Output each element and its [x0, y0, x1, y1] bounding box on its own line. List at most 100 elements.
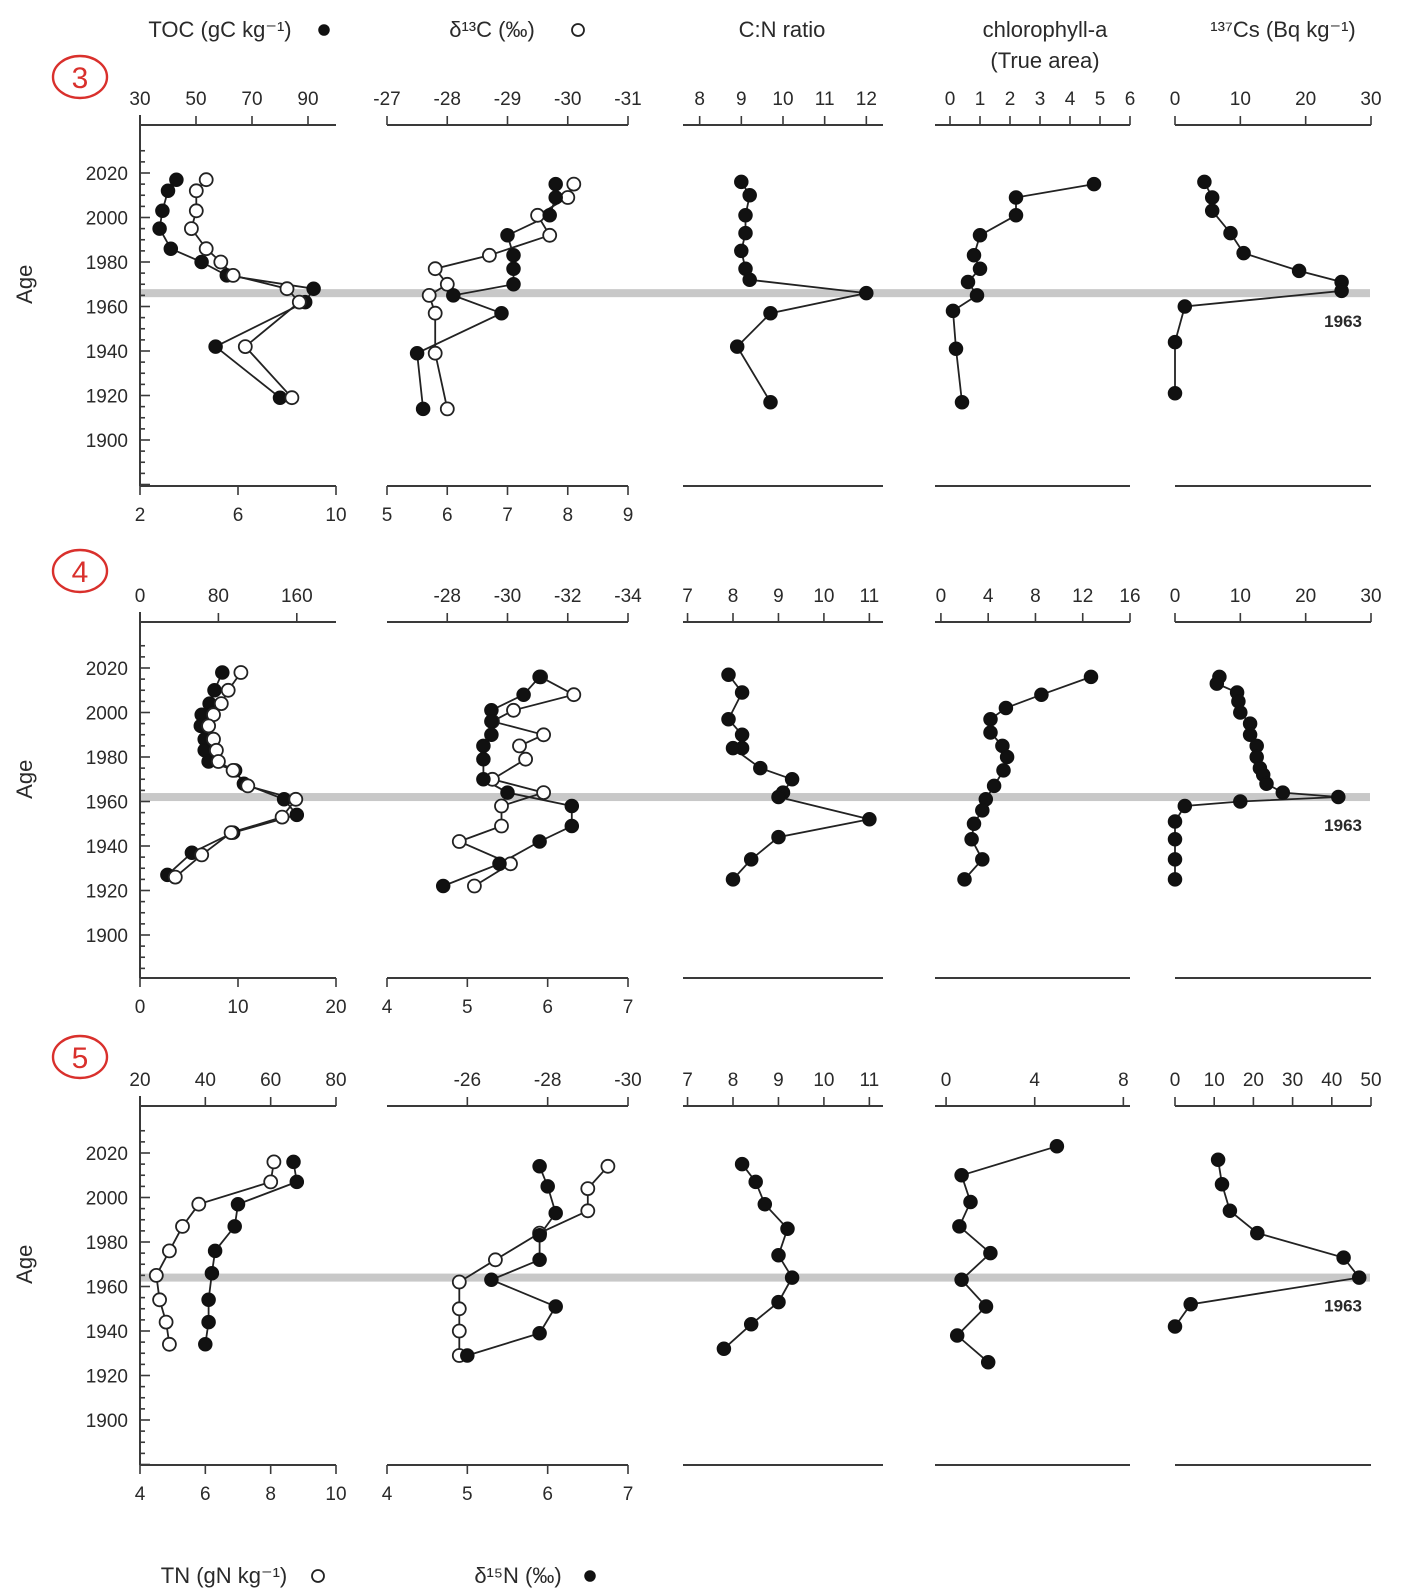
data-point-15n: [484, 727, 499, 743]
data-point-15n: [548, 190, 563, 205]
top-axis-tick-label: 10: [1230, 586, 1251, 607]
data-point-cn: [721, 711, 736, 727]
data-point-13c: [580, 1181, 596, 1196]
top-axis-tick-label: 8: [728, 1070, 739, 1091]
age-tick-label: 2020: [86, 164, 128, 185]
top-axis-tick-label: 20: [1243, 1070, 1264, 1091]
data-point-137cs: [1167, 832, 1183, 847]
data-point-137cs: [1167, 814, 1183, 829]
data-point-toc: [227, 1219, 242, 1234]
data-point-chlorophylla: [978, 1299, 994, 1314]
bottom-axis-tick-label: 7: [623, 1484, 634, 1505]
data-point-13c: [566, 687, 582, 703]
header-chlorophyll: chlorophyll-a: [983, 17, 1108, 42]
bottom-axis-tick-label: 7: [502, 505, 513, 526]
age-tick-label: 1920: [86, 1367, 128, 1388]
data-point-137cs: [1334, 283, 1349, 299]
footer-tn: TN (gN kg⁻¹): [161, 1563, 288, 1588]
data-point-15n: [476, 772, 491, 787]
data-point-toc: [230, 1196, 246, 1212]
bottom-axis-tick-label: 10: [325, 1484, 346, 1505]
data-point-tn: [291, 294, 307, 310]
top-axis-tick-label: 30: [1282, 1070, 1303, 1091]
data-point-137cs: [1167, 334, 1183, 350]
age-tick-label: 1960: [86, 1278, 128, 1299]
data-point-tn: [223, 825, 239, 840]
data-point-15n: [548, 1205, 563, 1221]
data-point-toc: [160, 183, 176, 199]
data-point-tn: [225, 267, 241, 283]
data-point-cn: [771, 1248, 786, 1263]
data-point-137cs: [1204, 203, 1220, 219]
header-cn: C:N ratio: [739, 17, 826, 42]
data-point-toc: [289, 807, 305, 823]
header-d13c: δ¹³C (‰): [449, 17, 535, 42]
top-axis-tick-label: 70: [241, 89, 262, 110]
footer-tn-marker: [311, 1569, 325, 1583]
bottom-axis-tick-label: 20: [325, 997, 346, 1018]
data-point-chlorophylla: [983, 711, 998, 727]
footer-d15n-marker: [584, 1570, 596, 1582]
top-axis-tick-label: 1: [975, 89, 986, 110]
data-point-13c: [487, 1252, 503, 1268]
top-axis-tick-label: 30: [1360, 586, 1381, 607]
top-axis-tick-label: 11: [815, 89, 835, 110]
data-point-137cs: [1197, 174, 1212, 190]
data-point-toc: [207, 683, 222, 698]
age-tick-label: 1940: [86, 1322, 128, 1343]
data-point-13c: [580, 1203, 596, 1219]
top-axis-tick-label: -28: [534, 1070, 561, 1091]
data-point-13c: [451, 834, 467, 849]
top-axis-tick-label: 0: [1170, 586, 1181, 607]
top-axis-tick-label: 8: [1030, 586, 1041, 607]
data-point-13c: [421, 287, 437, 303]
data-point-cn: [725, 740, 741, 756]
data-point-cn: [742, 188, 757, 203]
data-point-chlorophylla: [964, 832, 979, 847]
data-point-toc: [152, 221, 167, 236]
data-point-15n: [506, 261, 521, 276]
age-axis-label: Age: [12, 265, 37, 304]
data-point-tn: [266, 1154, 282, 1170]
data-point-137cs: [1233, 794, 1248, 809]
data-point-cn: [743, 852, 759, 867]
top-axis-tick-label: 3: [1035, 89, 1046, 110]
data-point-toc: [163, 241, 179, 256]
bottom-axis-tick-label: 5: [462, 1484, 473, 1505]
bottom-axis-tick-label: 0: [135, 997, 146, 1018]
data-point-chlorophylla: [972, 228, 988, 243]
top-axis-tick-label: 12: [1072, 586, 1093, 607]
data-point-chlorophylla: [1034, 687, 1049, 702]
data-point-15n: [542, 208, 557, 223]
top-axis-tick-label: 6: [1125, 89, 1136, 110]
data-point-15n: [460, 1348, 475, 1363]
data-point-15n: [484, 1272, 499, 1288]
top-axis-tick-label: 11: [859, 1070, 879, 1091]
header-toc-marker: [318, 24, 330, 36]
data-point-tn: [191, 1196, 207, 1212]
data-point-chlorophylla: [972, 261, 988, 276]
data-point-tn: [213, 254, 229, 270]
data-point-137cs: [1214, 1176, 1230, 1192]
core-label-circle: [51, 54, 109, 100]
data-point-tn: [220, 682, 236, 698]
top-axis-tick-label: 2: [1005, 89, 1016, 110]
column-col2: -26 -28 -30 4 5 6 7: [382, 1070, 642, 1505]
data-point-15n: [532, 1228, 547, 1243]
data-point-chlorophylla: [983, 725, 998, 740]
data-point-cn: [734, 727, 750, 743]
data-point-cn: [862, 812, 877, 827]
column-col1: 0 80 160 0 10 20: [135, 586, 347, 1018]
data-point-137cs: [1259, 776, 1274, 791]
data-point-chlorophylla: [948, 341, 964, 357]
column-footers: TN (gN kg⁻¹) δ¹⁵N (‰): [161, 1563, 596, 1588]
data-point-chlorophylla: [996, 763, 1011, 778]
age-tick-label: 2020: [86, 1144, 128, 1165]
data-point-13c: [542, 227, 558, 243]
data-point-137cs: [1291, 263, 1307, 279]
data-point-137cs: [1242, 727, 1258, 743]
top-axis-tick-label: 0: [941, 1070, 952, 1091]
column-col5: 0 10 20 30 40 50: [1167, 1070, 1382, 1466]
marker-year: 1963: [1324, 312, 1362, 331]
